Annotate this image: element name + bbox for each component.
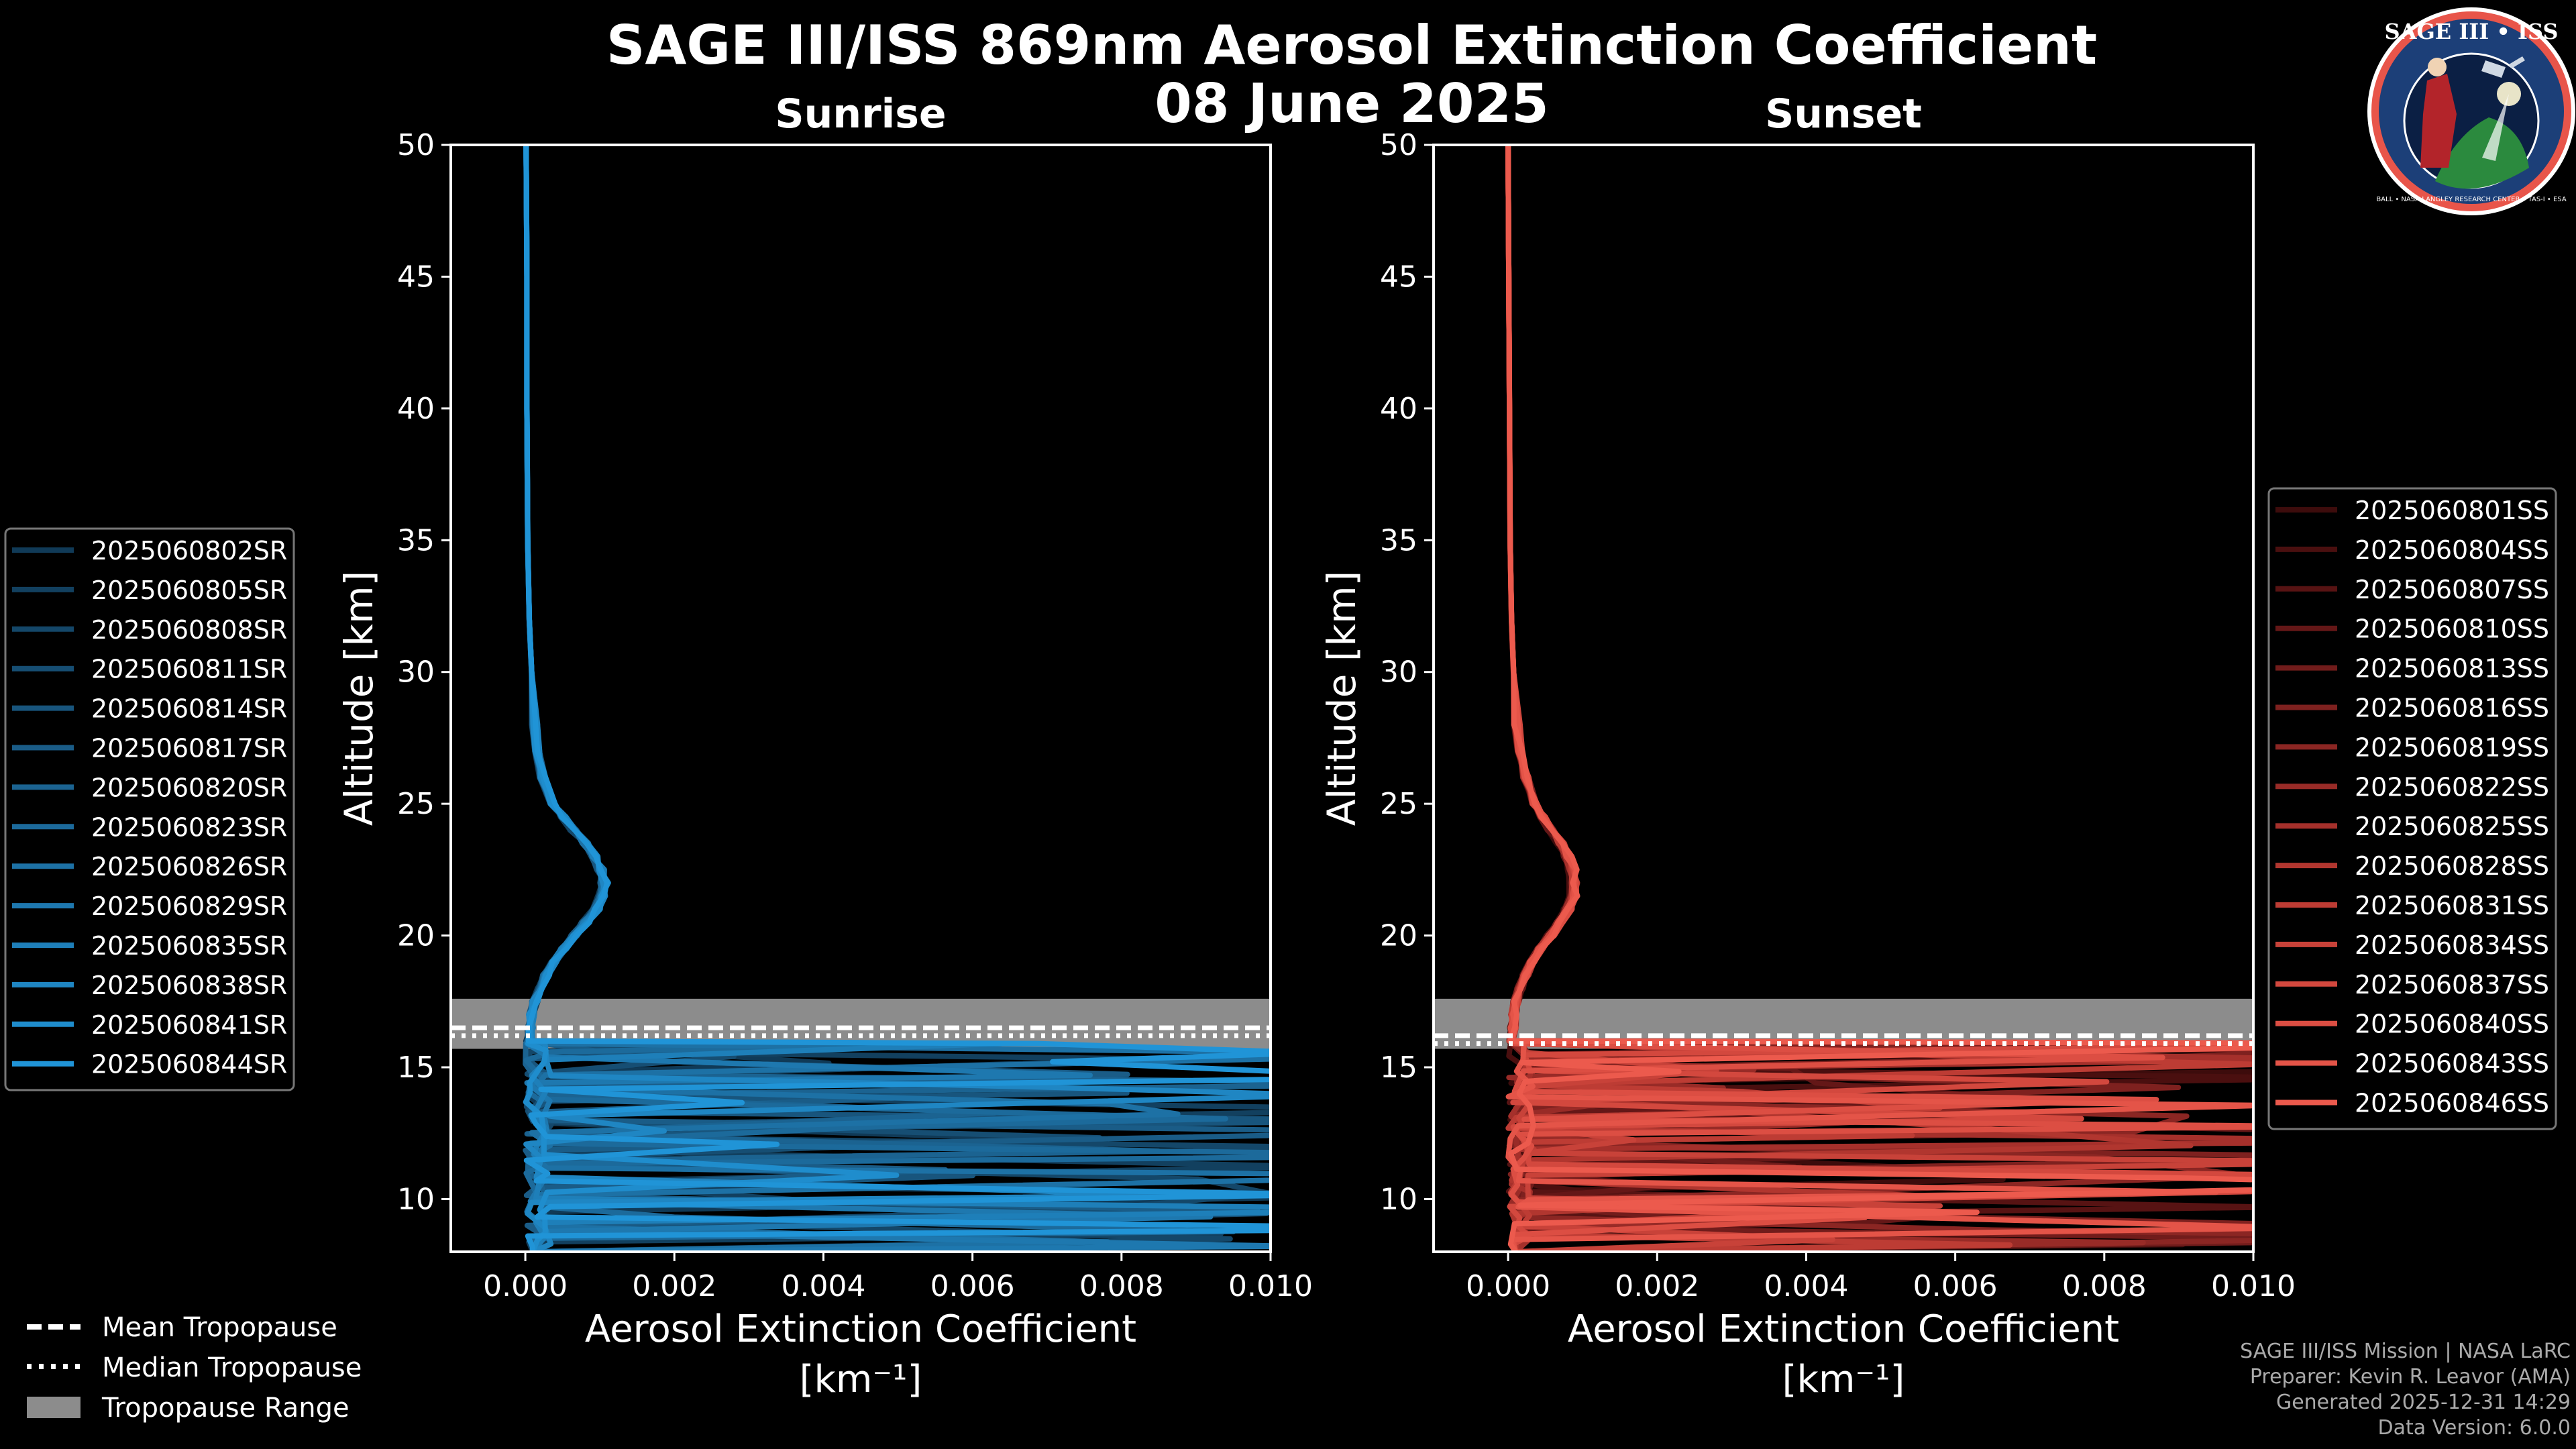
sunrise-y-tick-label: 35 — [397, 523, 435, 557]
sunset-legend-label: 2025060822SS — [2355, 772, 2549, 802]
sunset-axes-frame — [1432, 144, 2255, 1253]
sunset-y-tick-label: 10 — [1380, 1182, 1417, 1216]
sunset-x-axis-label: Aerosol Extinction Coefficient — [1568, 1307, 2119, 1351]
sunset-legend-label: 2025060810SS — [2355, 614, 2549, 644]
legend-range-swatch — [27, 1397, 80, 1418]
sunrise-y-axis-label: Altitude [km] — [336, 571, 382, 826]
footer-credits: SAGE III/ISS Mission | NASA LaRC Prepare… — [2240, 1339, 2571, 1441]
sunrise-panel-title: Sunrise — [775, 91, 946, 138]
sunrise-y-tick-label: 15 — [397, 1051, 435, 1085]
sunset-y-axis-label: Altitude [km] — [1319, 571, 1364, 826]
sunrise-y-tick-label: 45 — [397, 260, 435, 294]
sunrise-x-tick-label: 0.004 — [781, 1269, 865, 1303]
sunset-legend-label: 2025060825SS — [2355, 812, 2549, 841]
sunset-x-tick-label: 0.008 — [2062, 1269, 2147, 1303]
sunrise-x-axis-unit: [km⁻¹] — [800, 1358, 922, 1401]
sunset-legend-label: 2025060828SS — [2355, 851, 2549, 881]
sunset-y-tick-label: 35 — [1380, 523, 1417, 557]
sunrise-x-tick-label: 0.006 — [930, 1269, 1015, 1303]
sunrise-legend-label: 2025060808SR — [91, 615, 287, 645]
sunrise-legend-label: 2025060835SR — [91, 931, 287, 961]
logo-ring-text: BALL • NASA LANGLEY RESEARCH CENTER • TA… — [2376, 196, 2567, 203]
sunrise-legend-label: 2025060829SR — [91, 892, 287, 921]
sunset-legend-label: 2025060831SS — [2355, 891, 2549, 920]
sunset-x-tick-label: 0.004 — [1764, 1269, 1848, 1303]
sunrise-legend-label: 2025060802SR — [91, 536, 287, 566]
sunset-y-tick-label: 45 — [1380, 260, 1417, 294]
footer-generated: Generated 2025-12-31 14:29 — [2275, 1391, 2571, 1414]
sunrise-legend-label: 2025060805SR — [91, 576, 287, 605]
sunset-chart: Sunset 0.000 0.002 0.004 0.006 0.008 0.010 10 1… — [1319, 91, 2296, 1401]
sunset-legend: 2025060801SS 2025060804SS 2025060807SS 2025… — [2267, 487, 2557, 1130]
sunset-y-tick-label: 40 — [1380, 392, 1417, 426]
sunset-y-tick-label: 30 — [1380, 655, 1417, 690]
sunrise-legend-label: 2025060814SR — [91, 694, 287, 724]
sunset-legend-label: 2025060846SS — [2355, 1089, 2549, 1118]
sunrise-x-tick-label: 0.002 — [632, 1269, 716, 1303]
sunset-legend-frame — [2267, 487, 2557, 1130]
footer-preparer: Preparer: Kevin R. Leavor (AMA) — [2249, 1365, 2571, 1389]
sunrise-axes-frame — [449, 144, 1272, 1253]
sunset-x-tick-label: 0.006 — [1913, 1269, 1998, 1303]
sunrise-x-tick-label: 0.000 — [483, 1269, 568, 1303]
sunrise-x-tick-label: 0.008 — [1079, 1269, 1164, 1303]
footer-mission: SAGE III/ISS Mission | NASA LaRC — [2240, 1340, 2571, 1363]
sunset-legend-label: 2025060840SS — [2355, 1010, 2549, 1039]
sunrise-x-tick-label: 0.010 — [1228, 1269, 1313, 1303]
sunrise-y-tick-label: 40 — [397, 392, 435, 426]
sunset-legend-label: 2025060813SS — [2355, 654, 2549, 684]
legend-range-label: Tropopause Range — [101, 1393, 350, 1424]
sunset-x-axis-unit: [km⁻¹] — [1782, 1358, 1905, 1401]
sunrise-series-line-2025060844SR — [523, 145, 1271, 1252]
sunrise-legend-label: 2025060820SR — [91, 773, 287, 802]
sunrise-legend-label: 2025060823SR — [91, 812, 287, 842]
sunset-x-tick-label: 0.000 — [1466, 1269, 1550, 1303]
sunrise-legend-label: 2025060841SR — [91, 1010, 287, 1040]
tropopause-legend: Mean Tropopause Median Tropopause Tropop… — [27, 1312, 362, 1424]
sunset-y-tick-label: 25 — [1380, 787, 1417, 821]
sunrise-y-tick-label: 50 — [397, 128, 435, 162]
logo-earth-icon — [2435, 117, 2529, 189]
sunset-panel-title: Sunset — [1765, 91, 1922, 138]
sunset-legend-label: 2025060843SS — [2355, 1049, 2549, 1079]
legend-median-label: Median Tropopause — [102, 1352, 362, 1383]
logo-figure-head-icon — [2428, 58, 2447, 76]
figure-title: SAGE III/ISS 869nm Aerosol Extinction Co… — [606, 14, 2097, 76]
sunset-legend-label: 2025060819SS — [2355, 733, 2549, 762]
logo-figure-icon — [2420, 74, 2457, 168]
sunrise-legend-label: 2025060817SR — [91, 734, 287, 763]
sunrise-x-axis-label: Aerosol Extinction Coefficient — [585, 1307, 1136, 1351]
sunset-legend-label: 2025060834SS — [2355, 930, 2549, 960]
sunrise-chart: Sunrise 0.000 0.002 0.004 0.006 0.008 0.010 10… — [336, 91, 1313, 1401]
footer-data-version: Data Version: 6.0.0 — [2377, 1416, 2571, 1440]
logo-title: SAGE III • ISS — [2385, 19, 2559, 44]
sunrise-y-tick-label: 30 — [397, 655, 435, 690]
sunset-series-line-2025060846SS — [1505, 145, 2253, 1252]
sunset-legend-label: 2025060837SS — [2355, 970, 2549, 1000]
sunrise-y-tick-label: 25 — [397, 787, 435, 821]
sunset-legend-label: 2025060816SS — [2355, 694, 2549, 723]
sunset-y-tick-label: 20 — [1380, 919, 1417, 953]
sage-iii-iss-logo: SAGE III • ISS BALL • NASA LANGLEY RESEA… — [2367, 7, 2575, 215]
sunset-x-tick-label: 0.010 — [2211, 1269, 2296, 1303]
sunset-legend-label: 2025060801SS — [2355, 496, 2549, 525]
sunset-y-tick-label: 50 — [1380, 128, 1417, 162]
figure-date: 08 June 2025 — [1155, 72, 1549, 135]
sunrise-legend-label: 2025060811SR — [91, 655, 287, 684]
sunrise-legend-label: 2025060826SR — [91, 852, 287, 881]
sunset-legend-label: 2025060807SS — [2355, 575, 2549, 604]
sunset-x-tick-label: 0.002 — [1615, 1269, 1699, 1303]
sunrise-legend: 2025060802SR 2025060805SR 2025060808SR 2025… — [4, 527, 295, 1091]
sunrise-legend-label: 2025060838SR — [91, 971, 287, 1000]
sunset-legend-label: 2025060804SS — [2355, 535, 2549, 565]
sunrise-legend-label: 2025060844SR — [91, 1050, 287, 1079]
logo-light-beam-icon — [2482, 94, 2509, 161]
sunrise-legend-frame — [4, 527, 295, 1091]
logo-satellite-icon — [2481, 56, 2525, 78]
legend-mean-label: Mean Tropopause — [102, 1312, 337, 1343]
sunset-y-tick-label: 15 — [1380, 1051, 1417, 1085]
sunrise-y-tick-label: 20 — [397, 919, 435, 953]
sunrise-y-tick-label: 10 — [397, 1182, 435, 1216]
